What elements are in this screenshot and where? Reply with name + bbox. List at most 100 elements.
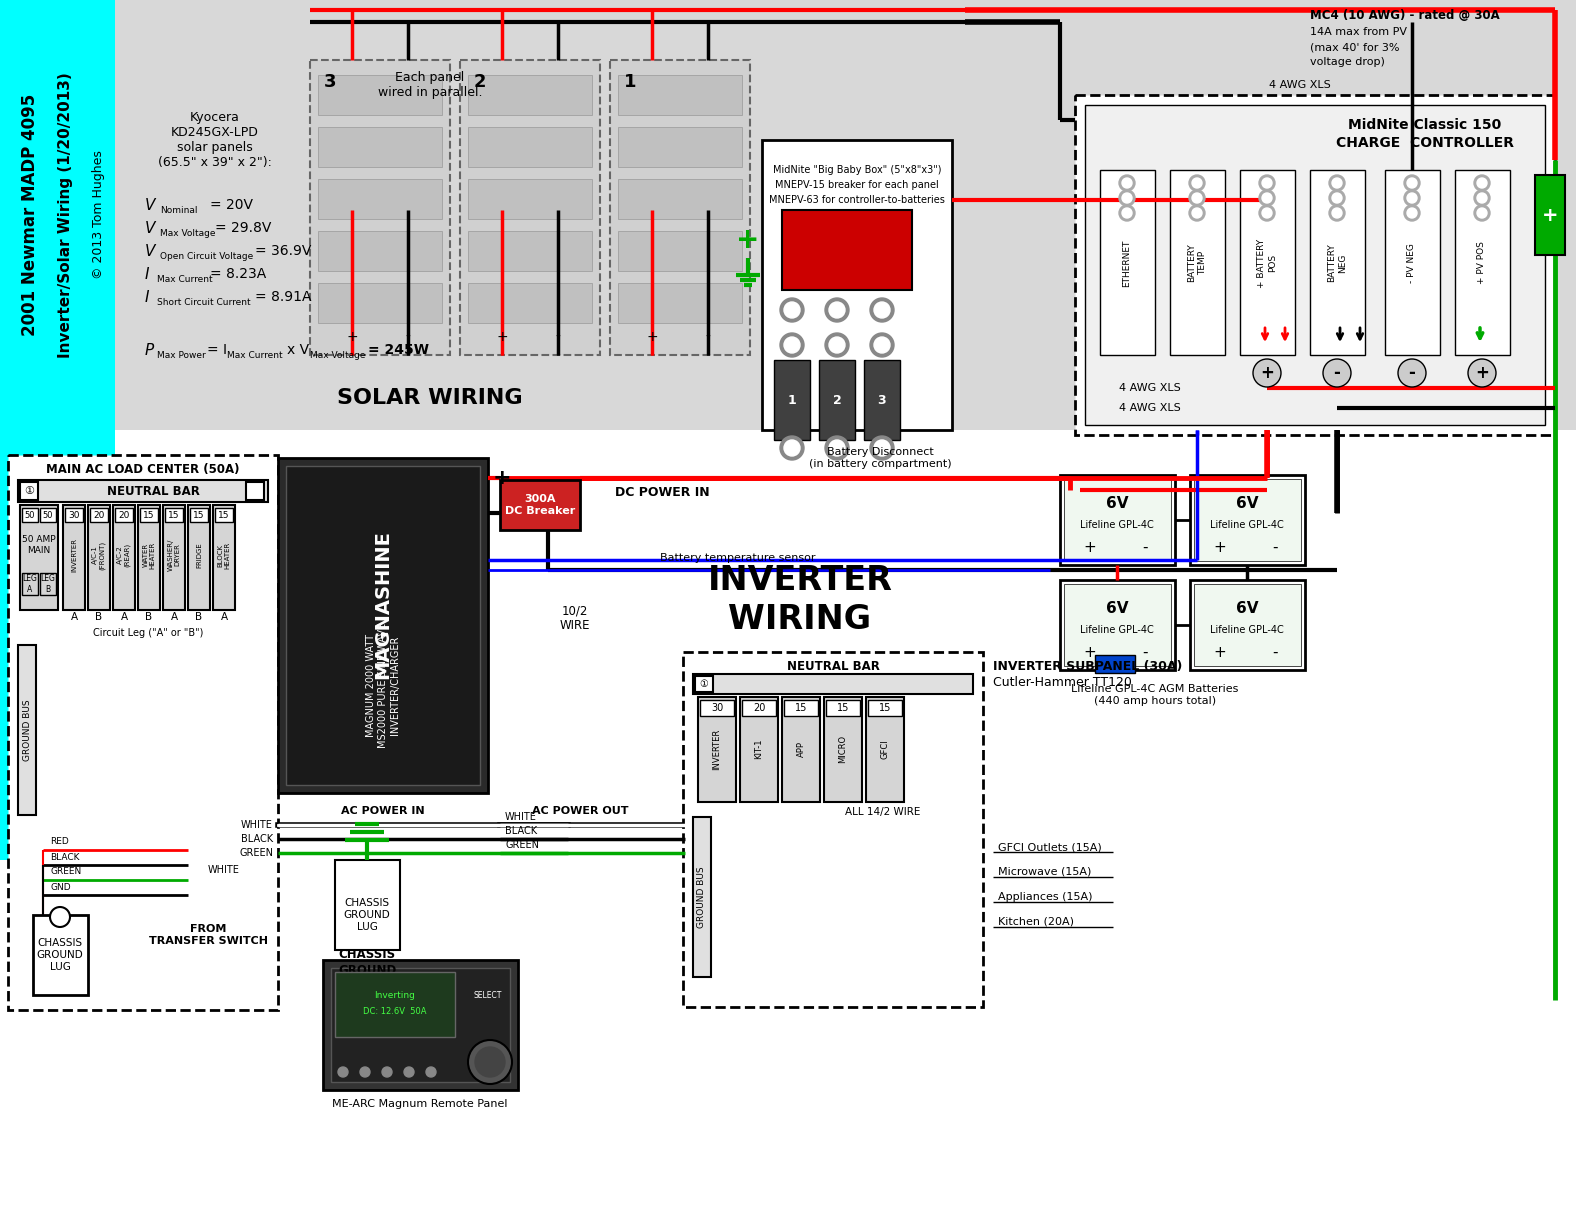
Bar [1061, 475, 1176, 565]
Text: +: + [646, 330, 657, 344]
Bar [618, 231, 742, 271]
Text: Lifeline GPL-4C: Lifeline GPL-4C [1210, 520, 1284, 530]
Text: FROM
TRANSFER SWITCH: FROM TRANSFER SWITCH [148, 924, 268, 946]
Text: Max Power: Max Power [158, 351, 206, 359]
Text: SOLAR WIRING: SOLAR WIRING [337, 387, 523, 408]
Text: +: + [1541, 205, 1559, 225]
Circle shape [1119, 175, 1135, 191]
Text: 15: 15 [169, 510, 180, 519]
Circle shape [824, 333, 849, 357]
Text: AC POWER OUT: AC POWER OUT [531, 806, 629, 815]
Circle shape [468, 1041, 512, 1084]
Text: 50 AMP
MAIN: 50 AMP MAIN [22, 535, 55, 555]
Text: 2: 2 [474, 73, 487, 91]
Text: INVERTER
WIRING: INVERTER WIRING [708, 565, 892, 636]
Text: Open Circuit Voltage: Open Circuit Voltage [161, 251, 254, 261]
Text: +: + [1084, 645, 1097, 659]
Text: NEUTRAL BAR: NEUTRAL BAR [107, 485, 200, 497]
Bar [1190, 475, 1305, 565]
Bar [39, 573, 57, 595]
Bar [820, 360, 856, 440]
Text: A/C-1
(FRONT): A/C-1 (FRONT) [93, 540, 106, 569]
Circle shape [1253, 359, 1281, 387]
Text: +: + [736, 226, 760, 255]
Text: -: - [1143, 645, 1147, 659]
Bar [1075, 95, 1556, 435]
Text: ME-ARC Magnum Remote Panel: ME-ARC Magnum Remote Panel [333, 1098, 507, 1109]
Text: x V: x V [287, 343, 309, 357]
Bar [318, 180, 441, 219]
Text: (max 40' for 3%: (max 40' for 3% [1310, 42, 1399, 52]
Bar [1064, 584, 1171, 665]
Text: Max Current: Max Current [158, 274, 213, 283]
Bar [782, 697, 820, 802]
Bar [865, 697, 905, 802]
Text: +: + [1475, 364, 1489, 383]
Bar [22, 573, 38, 595]
Text: 1: 1 [788, 394, 796, 406]
Circle shape [1407, 178, 1417, 188]
Text: 4 AWG XLS: 4 AWG XLS [1269, 80, 1330, 90]
Circle shape [829, 440, 845, 456]
Text: = I: = I [206, 343, 227, 357]
Bar [90, 508, 109, 522]
Circle shape [1332, 178, 1343, 188]
Bar [1100, 170, 1155, 355]
Circle shape [1407, 193, 1417, 203]
Text: 15: 15 [837, 704, 849, 713]
Bar [468, 75, 593, 114]
Circle shape [1259, 189, 1275, 205]
Text: MNEPV-15 breaker for each panel: MNEPV-15 breaker for each panel [775, 180, 939, 189]
Circle shape [1329, 189, 1344, 205]
Text: 30: 30 [711, 704, 723, 713]
Bar [318, 127, 441, 167]
Text: 6V: 6V [1236, 600, 1258, 615]
Text: WHITE: WHITE [504, 812, 537, 822]
Text: MidNite "Big Baby Box" (5"x8"x3"): MidNite "Big Baby Box" (5"x8"x3") [772, 165, 941, 175]
Text: +: + [493, 467, 512, 488]
Text: -: - [405, 330, 410, 344]
Text: GREEN: GREEN [240, 847, 273, 859]
Text: WHITE: WHITE [208, 865, 240, 875]
Circle shape [1259, 205, 1275, 221]
Bar [468, 283, 593, 323]
Text: -: - [1333, 364, 1341, 383]
Bar [191, 508, 208, 522]
Text: MAGNASHINE: MAGNASHINE [374, 530, 392, 679]
Bar [20, 506, 58, 610]
Text: -: - [1272, 645, 1278, 659]
Bar [277, 458, 489, 793]
Text: 15: 15 [217, 510, 230, 519]
Text: 6V: 6V [1106, 600, 1128, 615]
Text: 15: 15 [794, 704, 807, 713]
Bar [0, 0, 1576, 430]
Text: DC POWER IN: DC POWER IN [615, 486, 709, 498]
Text: 3: 3 [323, 73, 336, 91]
Text: MNEPV-63 for controller-to-batteries: MNEPV-63 for controller-to-batteries [769, 196, 946, 205]
Circle shape [1332, 193, 1343, 203]
Text: GREEN: GREEN [50, 867, 82, 877]
Circle shape [1404, 205, 1420, 221]
Bar [213, 506, 235, 610]
Bar [618, 75, 742, 114]
Circle shape [1191, 193, 1202, 203]
Text: +: + [347, 330, 358, 344]
Bar [323, 959, 519, 1090]
Text: WATER
HEATER: WATER HEATER [142, 541, 156, 568]
Bar [1240, 170, 1295, 355]
Bar [618, 283, 742, 323]
Text: Short Circuit Current: Short Circuit Current [158, 298, 251, 306]
Bar [162, 506, 184, 610]
Circle shape [1474, 189, 1489, 205]
Circle shape [359, 1066, 370, 1077]
Bar [285, 466, 481, 785]
Text: CHASSIS
GROUND
LUG: CHASSIS GROUND LUG [337, 948, 396, 991]
Text: KIT-1: KIT-1 [755, 739, 763, 759]
Text: = 29.8V: = 29.8V [214, 221, 271, 235]
Circle shape [1477, 193, 1488, 203]
Circle shape [1191, 208, 1202, 218]
Bar [63, 506, 85, 610]
Text: 2: 2 [832, 394, 842, 406]
Text: +: + [1084, 540, 1097, 555]
Circle shape [875, 303, 890, 319]
